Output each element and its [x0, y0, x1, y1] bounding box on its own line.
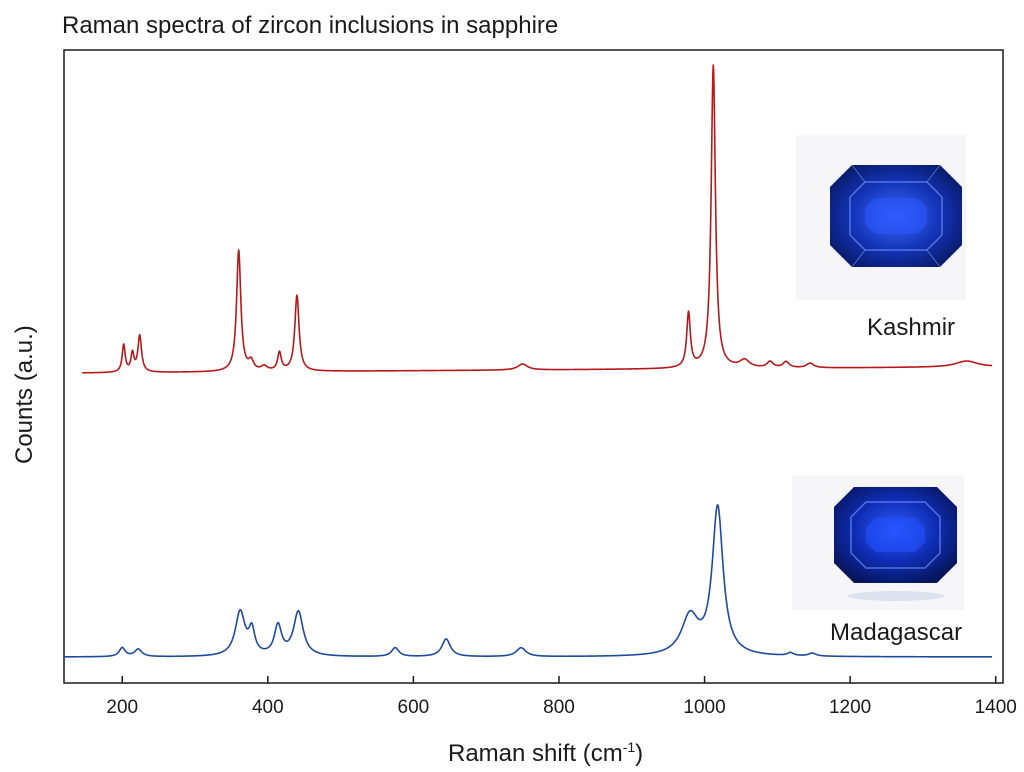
x-tick-label: 1200 [829, 697, 871, 718]
x-axis-ticks: 200 400 600 800 1000 1200 1400 [106, 676, 1017, 718]
y-axis-label: Counts (a.u.) [11, 325, 38, 464]
x-axis-label: Raman shift (cm-1) [448, 739, 643, 767]
x-tick-label: 1000 [683, 697, 725, 718]
x-tick-label: 600 [398, 697, 430, 718]
madagascar-sapphire-image [792, 475, 964, 610]
x-tick-label: 200 [106, 697, 138, 718]
plot-frame [63, 49, 1004, 684]
series-line-kashmir [81, 64, 993, 374]
chart-title: Raman spectra of zircon inclusions in sa… [62, 12, 558, 39]
x-tick-label: 1400 [975, 697, 1017, 718]
series-lines [63, 64, 993, 658]
kashmir-sapphire-image [796, 135, 966, 300]
madagascar-label: Madagascar [830, 619, 962, 646]
x-tick-label: 800 [543, 697, 575, 718]
kashmir-label: Kashmir [867, 314, 955, 341]
x-tick-label: 400 [252, 697, 284, 718]
series-line-madagascar [63, 504, 993, 658]
